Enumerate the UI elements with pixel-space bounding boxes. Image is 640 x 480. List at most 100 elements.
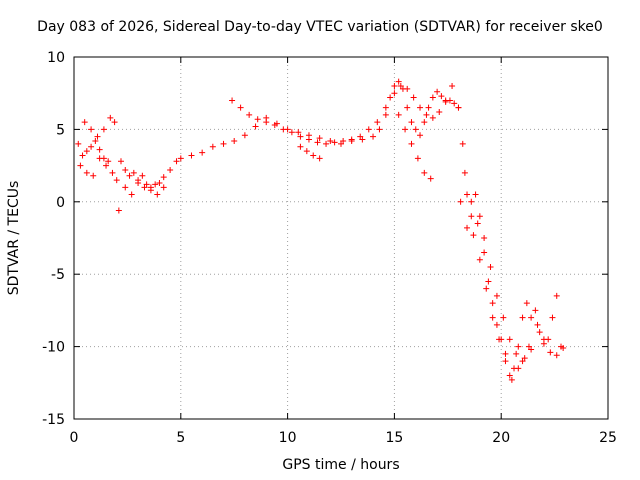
data-point xyxy=(209,143,216,150)
data-point xyxy=(472,191,479,198)
data-point xyxy=(254,116,261,123)
data-point xyxy=(156,179,163,186)
data-point xyxy=(77,162,84,169)
data-point xyxy=(442,97,449,104)
data-point xyxy=(451,100,458,107)
data-point xyxy=(513,350,520,357)
data-point xyxy=(423,111,430,118)
data-point xyxy=(408,119,415,126)
data-point xyxy=(476,213,483,220)
data-point xyxy=(160,184,167,191)
data-point xyxy=(391,90,398,97)
data-point xyxy=(100,126,107,133)
data-point xyxy=(489,300,496,307)
data-point xyxy=(438,93,445,100)
data-point xyxy=(303,148,310,155)
data-point xyxy=(417,104,424,111)
data-point xyxy=(560,345,567,352)
data-point xyxy=(152,181,159,188)
data-point xyxy=(508,376,515,383)
data-point xyxy=(139,172,146,179)
data-point xyxy=(506,372,513,379)
x-tick-label: 25 xyxy=(599,430,617,446)
plot-frame xyxy=(73,56,609,420)
data-point xyxy=(310,152,317,159)
data-point xyxy=(167,166,174,173)
data-point xyxy=(545,336,552,343)
data-point xyxy=(468,198,475,205)
data-point xyxy=(414,155,421,162)
x-tick-label: 5 xyxy=(176,430,185,446)
data-point xyxy=(496,336,503,343)
data-point xyxy=(263,119,270,126)
data-point xyxy=(331,139,338,146)
data-point xyxy=(397,82,404,89)
data-point xyxy=(502,350,509,357)
data-point xyxy=(395,78,402,85)
data-point xyxy=(111,119,118,126)
data-point xyxy=(421,169,428,176)
data-point xyxy=(105,158,112,165)
data-point xyxy=(365,126,372,133)
data-point xyxy=(534,321,541,328)
data-point xyxy=(502,358,509,365)
data-point xyxy=(154,191,161,198)
data-point xyxy=(474,220,481,227)
data-point xyxy=(519,314,526,321)
data-point xyxy=(553,292,560,299)
data-point xyxy=(122,184,129,191)
data-point xyxy=(305,136,312,143)
y-axis-label: SDTVAR / TECUs xyxy=(6,180,22,296)
data-point xyxy=(476,256,483,263)
data-point xyxy=(408,140,415,147)
data-point xyxy=(382,104,389,111)
data-point xyxy=(103,162,110,169)
data-point xyxy=(237,104,244,111)
y-tick-label: 10 xyxy=(47,50,65,66)
x-tick-label: 20 xyxy=(492,430,510,446)
series-1 xyxy=(81,82,532,365)
data-point xyxy=(115,207,122,214)
data-point xyxy=(130,169,137,176)
grid-lines xyxy=(74,57,608,419)
data-point xyxy=(83,148,90,155)
data-point xyxy=(404,85,411,92)
data-point xyxy=(96,146,103,153)
data-point xyxy=(370,133,377,140)
data-point xyxy=(323,140,330,147)
data-point xyxy=(506,336,513,343)
series-0 xyxy=(75,78,565,379)
data-point xyxy=(387,94,394,101)
data-point xyxy=(429,114,436,121)
data-point xyxy=(246,111,253,118)
data-point xyxy=(402,126,409,133)
data-point xyxy=(382,111,389,118)
data-point xyxy=(327,137,334,144)
data-point xyxy=(280,126,287,133)
data-point xyxy=(434,88,441,95)
data-point xyxy=(391,82,398,89)
data-point xyxy=(374,119,381,126)
data-point xyxy=(314,139,321,146)
y-tick-label: -5 xyxy=(51,267,65,283)
data-point xyxy=(109,169,116,176)
data-point xyxy=(461,169,468,176)
data-point xyxy=(421,119,428,126)
data-point xyxy=(457,198,464,205)
data-point xyxy=(141,184,148,191)
data-point xyxy=(173,158,180,165)
data-point xyxy=(553,352,560,359)
data-point xyxy=(126,172,133,179)
data-point xyxy=(404,104,411,111)
y-tick-label: -15 xyxy=(42,412,65,428)
data-point xyxy=(229,97,236,104)
data-point xyxy=(241,132,248,139)
data-point xyxy=(357,133,364,140)
x-tick-label: 15 xyxy=(385,430,403,446)
data-point xyxy=(523,300,530,307)
data-point xyxy=(425,104,432,111)
data-point xyxy=(117,158,124,165)
data-point xyxy=(147,187,154,194)
data-point xyxy=(92,137,99,144)
